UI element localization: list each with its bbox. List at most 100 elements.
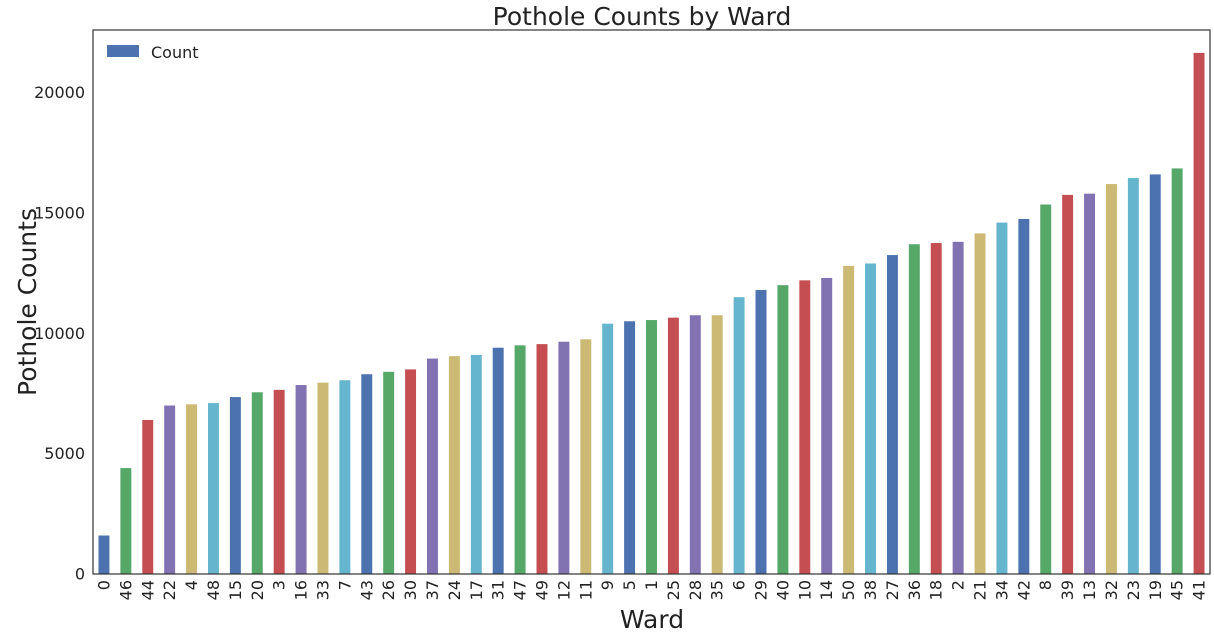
- bar-ward-34: [996, 222, 1008, 574]
- bar-ward-3: [273, 389, 285, 574]
- x-tick-label-45: 45: [1168, 580, 1187, 600]
- x-tick-label-16: 16: [292, 580, 311, 600]
- x-tick-label-30: 30: [401, 580, 420, 600]
- x-tick-label-42: 42: [1014, 580, 1033, 600]
- bar-ward-39: [1062, 194, 1074, 574]
- bar-ward-38: [865, 263, 876, 574]
- x-tick-label-17: 17: [467, 580, 486, 600]
- bar-ward-12: [558, 341, 570, 574]
- bar-ward-40: [777, 285, 789, 574]
- x-tick-label-1: 1: [642, 580, 661, 590]
- x-tick-label-23: 23: [1124, 580, 1143, 600]
- bar-ward-46: [120, 468, 132, 574]
- y-tick-label-0: 0: [75, 565, 85, 584]
- x-tick-label-33: 33: [313, 580, 332, 600]
- bar-ward-10: [799, 280, 811, 574]
- bar-ward-17: [470, 354, 482, 574]
- x-tick-label-31: 31: [489, 580, 508, 600]
- plot-frame: [92, 29, 1211, 575]
- x-tick-label-2: 2: [949, 580, 968, 590]
- x-tick-label-44: 44: [138, 580, 157, 600]
- bar-ward-18: [930, 243, 942, 574]
- bar-ward-14: [821, 277, 833, 574]
- x-tick-label-9: 9: [598, 580, 617, 590]
- x-tick-label-29: 29: [752, 580, 771, 600]
- bar-ward-37: [427, 358, 438, 574]
- bar-ward-29: [755, 289, 767, 574]
- x-tick-label-40: 40: [773, 580, 792, 600]
- bar-ward-43: [361, 374, 373, 574]
- x-tick-label-11: 11: [576, 580, 595, 600]
- x-tick-label-25: 25: [664, 580, 683, 600]
- bar-ward-24: [448, 356, 460, 574]
- x-tick-label-41: 41: [1190, 580, 1209, 600]
- bar-ward-44: [142, 419, 154, 574]
- bar-ward-11: [580, 339, 592, 574]
- bar-ward-31: [492, 347, 504, 574]
- y-tick-label-15000: 15000: [34, 203, 85, 222]
- bar-ward-35: [711, 315, 723, 574]
- x-tick-label-3: 3: [270, 580, 289, 590]
- x-tick-label-20: 20: [248, 580, 267, 600]
- bar-ward-42: [1018, 218, 1030, 574]
- bar-ward-16: [295, 385, 307, 574]
- x-tick-label-14: 14: [817, 580, 836, 600]
- bar-ward-26: [383, 371, 395, 574]
- bar-ward-30: [405, 369, 417, 574]
- bars-group: [98, 52, 1205, 575]
- x-tick-label-38: 38: [861, 580, 880, 600]
- y-tick-label-10000: 10000: [34, 324, 85, 343]
- bar-ward-15: [229, 397, 241, 574]
- x-tick-label-18: 18: [927, 580, 946, 600]
- x-tick-label-5: 5: [620, 580, 639, 590]
- y-ticks: 0 5000 10000 15000 20000: [34, 83, 85, 583]
- bar-ward-47: [514, 345, 526, 574]
- x-tick-labels: 0 46 44 22 4 48 15 20 3 16 33 7 43 26 30 37 24 17 31 47 49 12…: [94, 580, 1208, 600]
- bar-ward-49: [536, 344, 548, 574]
- legend: Count: [107, 43, 199, 62]
- x-tick-label-15: 15: [226, 580, 245, 600]
- legend-swatch: [107, 45, 139, 57]
- x-tick-label-35: 35: [708, 580, 727, 600]
- x-tick-label-50: 50: [839, 580, 858, 600]
- bar-ward-36: [908, 244, 920, 575]
- x-tick-label-49: 49: [532, 580, 551, 600]
- y-axis-label: Pothole Counts: [13, 208, 42, 396]
- bar-ward-1: [646, 320, 657, 574]
- bar-ward-32: [1105, 184, 1117, 575]
- x-tick-label-19: 19: [1146, 580, 1165, 600]
- bar-ward-0: [98, 535, 110, 574]
- x-tick-label-24: 24: [445, 580, 464, 600]
- legend-label: Count: [151, 43, 199, 62]
- x-tick-label-12: 12: [554, 580, 573, 600]
- bar-ward-27: [886, 255, 898, 574]
- bar-ward-8: [1040, 204, 1052, 574]
- bar-ward-22: [164, 405, 176, 574]
- bar-ward-45: [1171, 168, 1183, 574]
- bar-ward-4: [186, 404, 198, 574]
- x-tick-label-8: 8: [1036, 580, 1055, 590]
- y-tick-label-20000: 20000: [34, 83, 85, 102]
- x-tick-label-26: 26: [379, 580, 398, 600]
- bar-ward-48: [207, 403, 219, 574]
- y-tick-label-5000: 5000: [44, 444, 85, 463]
- bar-ward-33: [317, 382, 329, 574]
- x-tick-label-21: 21: [971, 580, 990, 600]
- x-tick-label-28: 28: [686, 580, 705, 600]
- x-tick-label-6: 6: [730, 580, 749, 590]
- bar-ward-13: [1084, 193, 1096, 574]
- x-tick-label-4: 4: [182, 580, 201, 590]
- bar-ward-21: [974, 233, 986, 574]
- x-tick-label-48: 48: [204, 580, 223, 600]
- bar-ward-7: [339, 380, 351, 574]
- x-tick-label-43: 43: [357, 580, 376, 600]
- bar-ward-5: [624, 321, 636, 574]
- x-tick-label-0: 0: [94, 580, 113, 590]
- bar-ward-20: [251, 392, 263, 574]
- x-tick-label-34: 34: [992, 580, 1011, 600]
- bar-ward-28: [689, 315, 701, 574]
- x-axis-label: Ward: [620, 605, 684, 634]
- x-tick-label-36: 36: [905, 580, 924, 600]
- chart-title: Pothole Counts by Ward: [493, 2, 792, 31]
